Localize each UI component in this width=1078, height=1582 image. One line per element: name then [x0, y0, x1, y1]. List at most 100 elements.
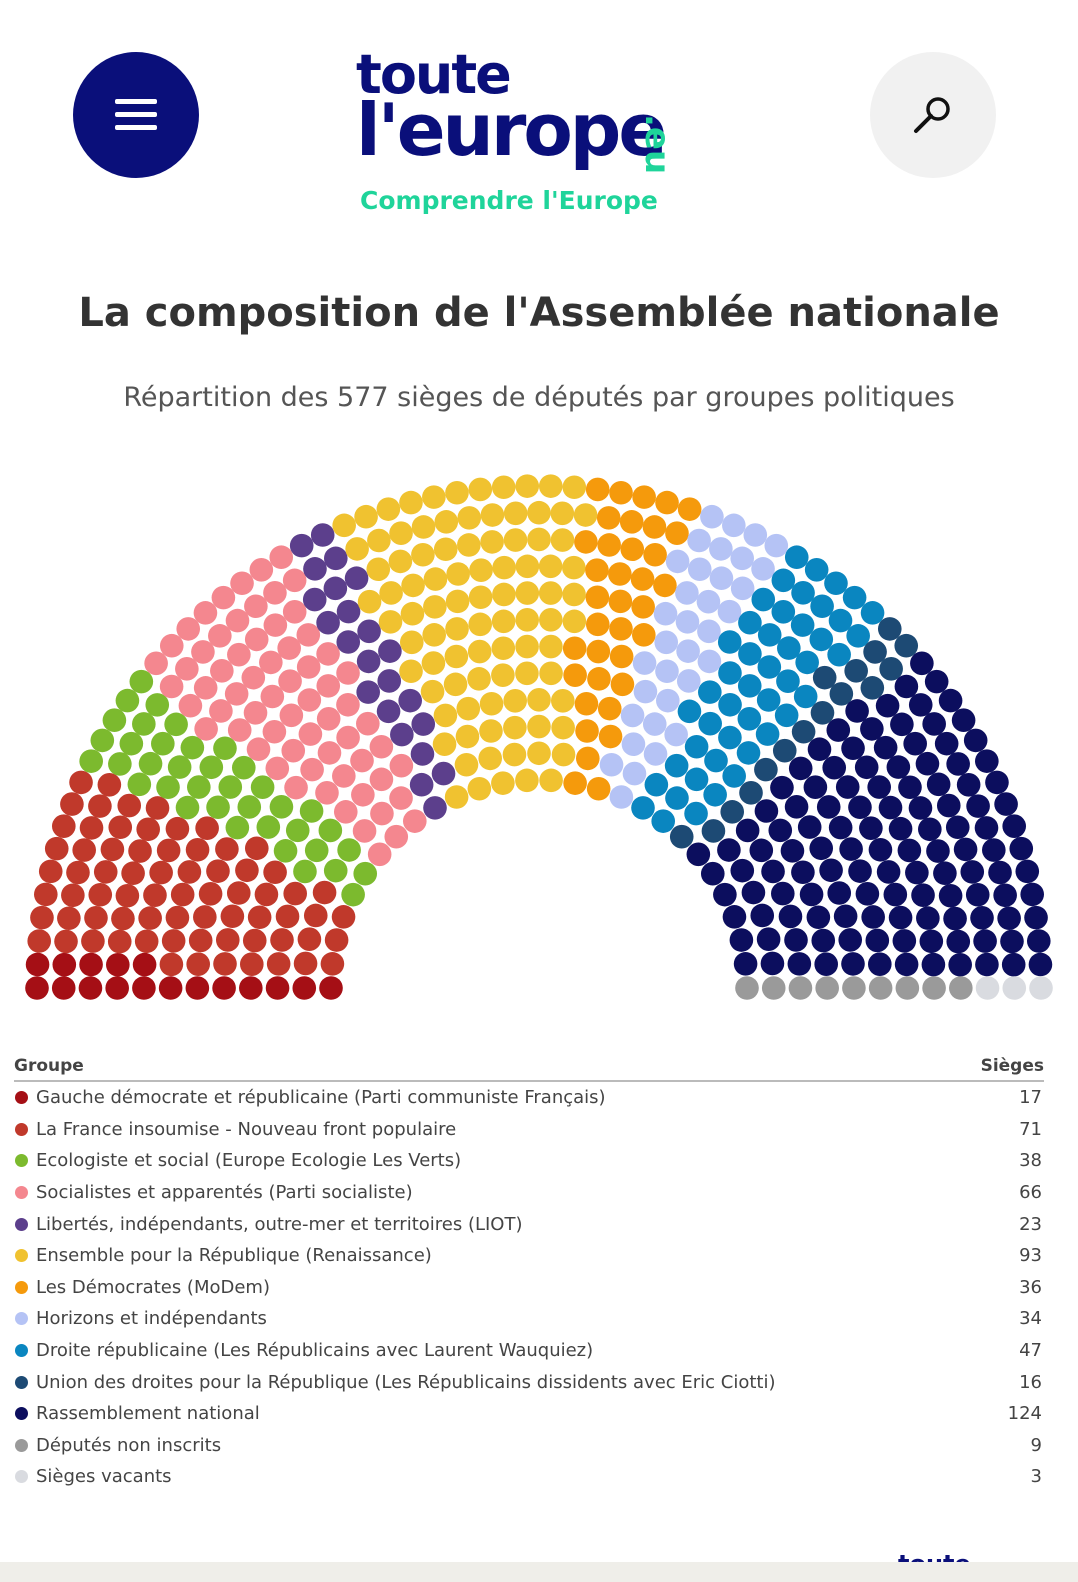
seat-dot: [52, 814, 76, 838]
site-logo[interactable]: toute l'europe .eu: [356, 48, 736, 228]
seat-dot: [318, 818, 343, 843]
seat-dot: [213, 736, 237, 761]
seat-dot: [244, 594, 268, 619]
seat-dot: [176, 617, 201, 641]
seat-dot: [848, 859, 872, 883]
seat-dot: [848, 795, 872, 820]
seat-dot: [722, 905, 747, 929]
seat-dot: [333, 800, 358, 824]
seat-dot: [226, 881, 251, 905]
seat-dot: [784, 795, 809, 819]
legend-group-name: Ecologiste et social (Europe Ecologie Le…: [36, 1150, 462, 1172]
seat-dot: [684, 734, 709, 759]
seat-dot: [868, 976, 893, 1000]
seat-dot: [709, 537, 733, 561]
seat-dot: [304, 838, 329, 863]
seat-dot: [188, 928, 213, 953]
seat-dot: [111, 906, 135, 931]
seat-dot: [735, 976, 759, 1000]
seat-dot: [643, 742, 668, 766]
seat-dot: [97, 772, 122, 797]
seat-dot: [838, 928, 863, 952]
seat-dot: [854, 755, 879, 780]
seat-dot: [585, 585, 610, 610]
legend-row: Horizons et indépendants 34: [14, 1303, 1044, 1335]
seat-dot: [444, 644, 469, 669]
seat-dot: [218, 775, 243, 799]
seat-dot: [936, 793, 961, 818]
seat-dot: [943, 906, 967, 931]
seat-dot: [503, 689, 527, 713]
seat-dot: [619, 510, 644, 534]
seat-dot: [300, 757, 324, 782]
seat-dot: [698, 711, 722, 736]
seat-dot: [729, 928, 754, 952]
seat-dot: [814, 952, 838, 976]
seat-dot: [266, 952, 291, 976]
seat-dot: [922, 712, 946, 736]
seat-dot: [919, 929, 944, 954]
seat-dot: [598, 724, 623, 749]
seat-dot: [357, 589, 382, 614]
seat-dot: [704, 748, 728, 773]
seat-dot: [717, 838, 741, 862]
seat-dot: [175, 657, 199, 681]
seat-dot: [337, 838, 361, 862]
seat-dot: [826, 718, 851, 742]
seat-dot: [860, 676, 885, 700]
seat-dot: [700, 861, 725, 886]
seat-dot: [84, 906, 108, 930]
seat-dot: [973, 929, 997, 953]
seat-dot: [1015, 859, 1040, 884]
seat-dot: [296, 655, 321, 679]
seat-dot: [585, 477, 610, 502]
seat-dot: [963, 728, 988, 753]
seat-dot: [25, 952, 50, 977]
search-icon: [914, 97, 950, 133]
menu-button[interactable]: [73, 52, 199, 178]
seat-dot: [369, 767, 394, 792]
seat-dot: [596, 506, 621, 530]
seat-dot: [922, 976, 946, 1000]
seat-dot: [527, 500, 551, 525]
legend-color-dot: [15, 1122, 28, 1136]
seat-dot: [259, 650, 283, 675]
seat-dot: [665, 549, 690, 574]
seat-dot: [771, 881, 795, 906]
seat-dot: [730, 858, 755, 883]
seat-dot: [263, 613, 288, 637]
seat-dot: [730, 546, 755, 571]
seat-dot: [156, 838, 181, 863]
search-button[interactable]: [870, 52, 996, 178]
seat-dot: [102, 708, 127, 733]
seat-dot: [994, 792, 1018, 816]
seat-dot: [260, 684, 285, 709]
seat-dot: [336, 725, 360, 750]
legend-seat-count: 3: [1030, 1466, 1042, 1488]
seat-dot: [696, 589, 721, 614]
seat-dot: [791, 860, 815, 885]
seat-dot: [717, 630, 742, 654]
seat-dot: [193, 905, 217, 929]
seat-dot: [974, 816, 999, 840]
seat-dot: [243, 701, 268, 725]
seat-dot: [378, 610, 403, 634]
seat-dot: [246, 737, 271, 762]
seat-dot: [1002, 814, 1026, 838]
legend-row: Gauche démocrate et républicaine (Parti …: [14, 1082, 1044, 1114]
legend-row: La France insoumise - Nouveau front popu…: [14, 1114, 1044, 1146]
seat-dot: [293, 859, 317, 884]
legend-table: Groupe Sièges Gauche démocrate et républ…: [14, 1050, 1044, 1493]
seat-dot: [244, 627, 269, 652]
seat-dot: [562, 582, 586, 607]
seat-dot: [643, 542, 667, 567]
seat-dot: [431, 761, 456, 786]
seat-dot: [239, 976, 263, 1000]
seat-dot: [811, 928, 836, 953]
seat-dot: [916, 906, 940, 930]
seat-dot: [574, 691, 599, 716]
seat-dot: [776, 669, 800, 693]
seat-dot: [894, 952, 919, 977]
seat-dot: [57, 906, 81, 931]
seat-dot: [468, 612, 493, 637]
